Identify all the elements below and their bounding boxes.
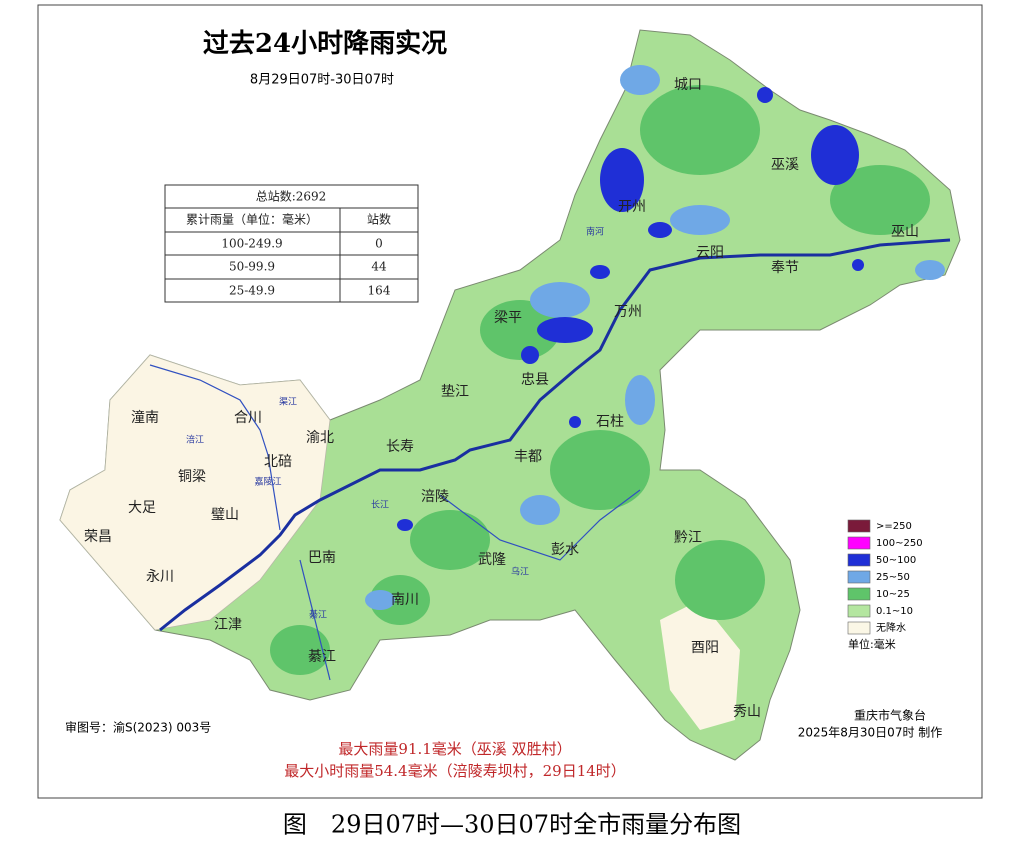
district-label: 酉阳 bbox=[691, 640, 719, 656]
district-label: 彭水 bbox=[551, 542, 579, 558]
district-label: 江津 bbox=[214, 617, 242, 633]
title: 过去24小时降雨实况 bbox=[203, 28, 447, 59]
figure-caption: 图 29日07时—30日07时全市雨量分布图 bbox=[283, 811, 741, 839]
river-label: 长江 bbox=[371, 499, 389, 511]
river bbox=[439, 489, 641, 561]
legend: >=250 100~250 50~100 25~50 10~25 0.1~10 无降水 bbox=[847, 519, 923, 635]
district-label: 潼南 bbox=[131, 409, 159, 426]
district-label: 璧山 bbox=[211, 506, 239, 523]
district-label: 长寿 bbox=[386, 438, 414, 455]
river-label: 嘉陵江 bbox=[254, 476, 281, 488]
district-label: 奉节 bbox=[771, 260, 799, 276]
district-label: 巫山 bbox=[891, 224, 919, 240]
review-number: 审图号：渝S(2023) 003号 bbox=[65, 720, 211, 735]
dry-area bbox=[660, 600, 740, 730]
district-label: 万州 bbox=[614, 304, 642, 320]
river-label: 南河 bbox=[586, 226, 604, 238]
table-cell: 164 bbox=[368, 284, 391, 298]
rainstorm bbox=[397, 87, 864, 531]
district-label: 武隆 bbox=[478, 552, 506, 568]
table-border bbox=[164, 184, 419, 303]
river-label: 綦江 bbox=[309, 609, 327, 621]
legend-swatch bbox=[847, 570, 871, 584]
station-table: 总站数:2692 累计雨量（单位：毫米） 站数 100-249.9 0 50-9… bbox=[164, 184, 419, 303]
table-cell: 100-249.9 bbox=[221, 237, 282, 251]
district-label: 城口 bbox=[674, 77, 702, 93]
legend-swatch bbox=[847, 587, 871, 601]
table-header: 站数 bbox=[367, 212, 391, 227]
district-label: 綦江 bbox=[308, 649, 336, 665]
legend-swatch bbox=[847, 604, 871, 618]
district-label: 开州 bbox=[618, 199, 646, 215]
table-cell: 50-99.9 bbox=[229, 260, 275, 274]
dry-area bbox=[59, 354, 331, 631]
map bbox=[59, 29, 961, 761]
legend-label: 100~250 bbox=[876, 538, 923, 549]
district-label: 合川 bbox=[234, 410, 262, 426]
district-label: 渝北 bbox=[306, 430, 334, 446]
river-label: 乌江 bbox=[511, 566, 529, 578]
district-label: 黔江 bbox=[674, 530, 702, 546]
table-cell: 0 bbox=[375, 237, 383, 251]
district-label: 涪陵 bbox=[421, 489, 449, 505]
max-hourly-note: 最大小时雨量54.4毫米（涪陵寿坝村，29日14时） bbox=[284, 762, 626, 780]
moderate-rain bbox=[270, 85, 930, 675]
credit-agency: 重庆市气象台 bbox=[854, 708, 926, 723]
subtitle: 8月29日07时-30日07时 bbox=[250, 73, 394, 88]
legend-label: 0.1~10 bbox=[876, 606, 913, 617]
river bbox=[149, 364, 281, 531]
legend-label: 25~50 bbox=[876, 572, 910, 583]
max-rain-note: 最大雨量91.1毫米（巫溪 双胜村） bbox=[338, 740, 571, 758]
river-label: 渠江 bbox=[279, 396, 297, 408]
legend-label: 10~25 bbox=[876, 589, 910, 600]
district-label: 南川 bbox=[391, 592, 419, 608]
credit-time: 2025年8月30日07时 制作 bbox=[798, 726, 943, 740]
district-label: 北碚 bbox=[264, 454, 292, 470]
district-label: 巴南 bbox=[308, 550, 336, 566]
legend-label: 50~100 bbox=[876, 555, 916, 566]
district-label: 秀山 bbox=[733, 704, 761, 720]
river-label: 涪江 bbox=[186, 434, 204, 446]
legend-swatch bbox=[847, 519, 871, 533]
table-cell: 44 bbox=[371, 260, 387, 274]
legend-label: >=250 bbox=[876, 521, 912, 532]
table-header: 累计雨量（单位：毫米） bbox=[186, 212, 318, 227]
legend-swatch bbox=[847, 621, 871, 635]
table-cell: 25-49.9 bbox=[229, 284, 275, 298]
yangtze-river bbox=[159, 238, 951, 632]
river bbox=[299, 559, 331, 681]
district-label: 石柱 bbox=[596, 414, 624, 430]
district-label: 巫溪 bbox=[771, 157, 799, 173]
legend-swatch bbox=[847, 553, 871, 567]
district-label: 忠县 bbox=[521, 372, 549, 388]
district-label: 云阳 bbox=[696, 245, 724, 261]
district-label: 永川 bbox=[146, 569, 174, 585]
legend-swatch bbox=[847, 536, 871, 550]
table-caption: 总站数:2692 bbox=[256, 189, 327, 204]
legend-label: 无降水 bbox=[876, 621, 906, 634]
district-label: 丰都 bbox=[514, 449, 542, 465]
district-label: 垫江 bbox=[441, 384, 469, 400]
district-label: 铜梁 bbox=[178, 469, 206, 485]
district-label: 大足 bbox=[128, 500, 156, 516]
district-label: 荣昌 bbox=[84, 529, 112, 545]
district-label: 梁平 bbox=[494, 310, 522, 326]
legend-unit: 单位:毫米 bbox=[848, 637, 896, 651]
heavy-rain bbox=[365, 65, 945, 610]
